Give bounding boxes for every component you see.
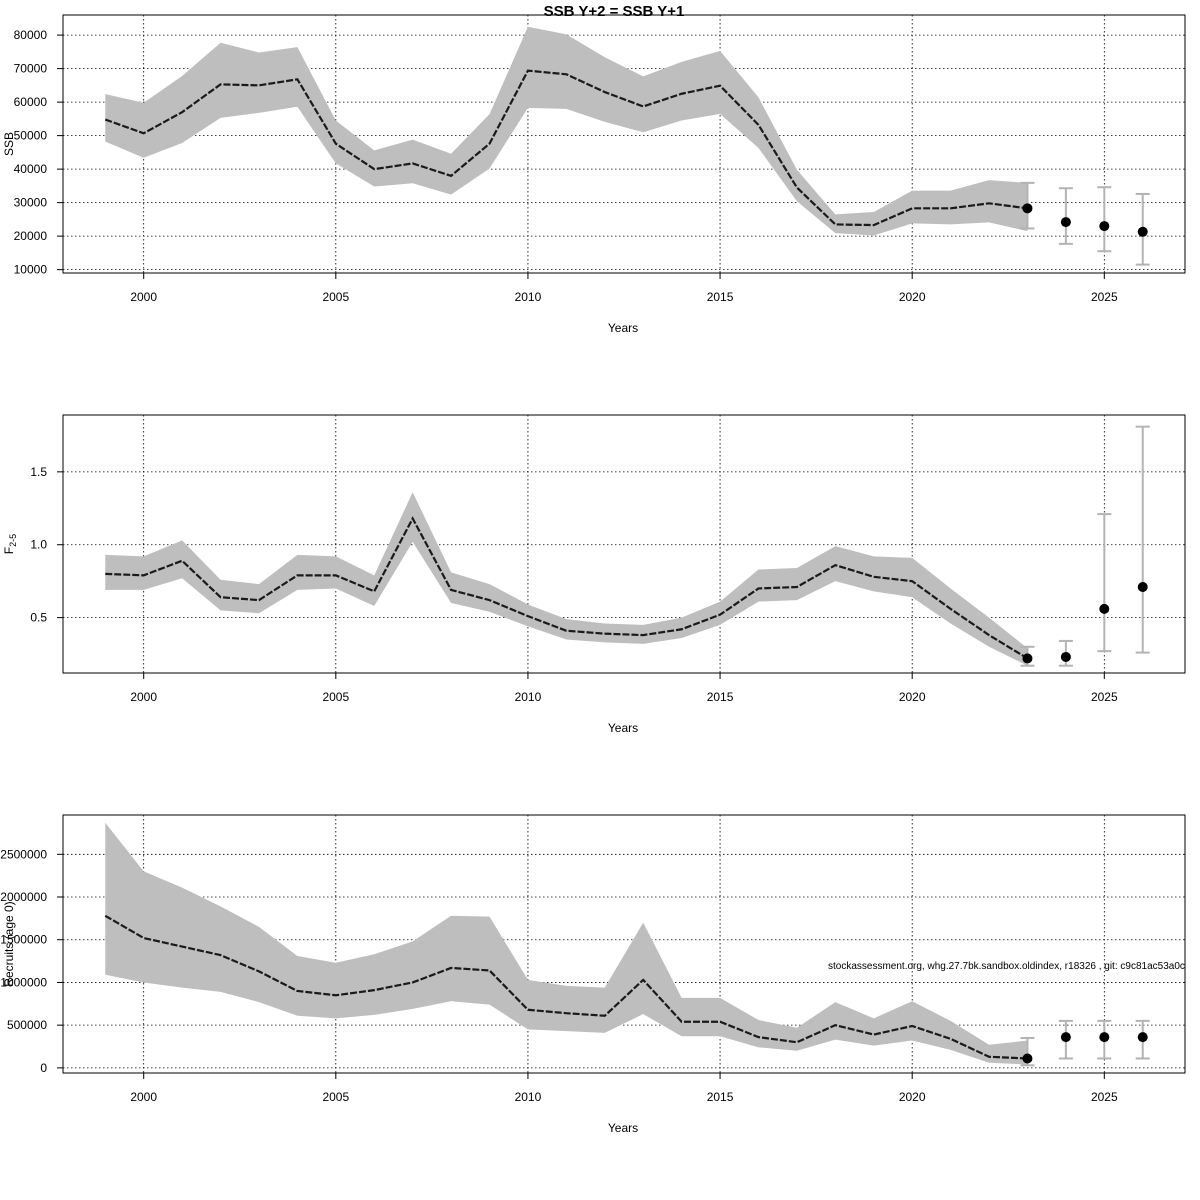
recruits-confidence-band bbox=[105, 822, 1028, 1065]
recruits-y-tick-label: 1000000 bbox=[0, 975, 47, 989]
ssb-plot-frame bbox=[62, 14, 1186, 274]
ssb-x-tick-label: 2000 bbox=[130, 290, 157, 304]
ssb-x-tick-label: 2015 bbox=[707, 290, 734, 304]
recruits-y-tick-label: 500000 bbox=[7, 1018, 47, 1032]
ssb-x-axis-label: Years bbox=[608, 321, 638, 335]
f-x-tick-label: 2025 bbox=[1091, 690, 1118, 704]
f-y-axis-label-subscript: 2-5 bbox=[8, 534, 18, 547]
recruits-x-tick-label: 2025 bbox=[1091, 1090, 1118, 1104]
ssb-forecast-errorbar bbox=[1097, 186, 1112, 253]
recruits-x-tick-label: 2000 bbox=[130, 1090, 157, 1104]
ssb-forecast-point bbox=[1137, 226, 1148, 237]
ssb-x-tick-label: 2010 bbox=[515, 290, 542, 304]
recruits-forecast-point bbox=[1060, 1032, 1071, 1043]
recruits-x-tick-label: 2020 bbox=[899, 1090, 926, 1104]
chart-title: SSB Y+2 = SSB Y+1 bbox=[544, 3, 685, 20]
f-x-tick-label: 2010 bbox=[515, 690, 542, 704]
ssb-y-axis-label: SSB bbox=[2, 132, 16, 156]
f-y-tick-label: 0.5 bbox=[30, 611, 47, 625]
ssb-y-tick-label: 80000 bbox=[14, 28, 48, 42]
f-x-axis-label: Years bbox=[608, 721, 638, 735]
ssb-confidence-band bbox=[105, 26, 1028, 236]
ssb-y-tick-label: 60000 bbox=[14, 95, 48, 109]
ssb-y-tick-label: 30000 bbox=[14, 196, 48, 210]
ssb-x-tick-label: 2005 bbox=[322, 290, 349, 304]
recruits-y-axis-label: Recruits (age 0) bbox=[2, 901, 16, 986]
f-y-axis-label: F2-5 bbox=[2, 534, 18, 554]
recruits-forecast-point bbox=[1099, 1032, 1110, 1043]
recruits-y-tick-label: 2000000 bbox=[0, 890, 47, 904]
ssb-forecast-point bbox=[1022, 203, 1033, 214]
recruits-x-tick-label: 2015 bbox=[707, 1090, 734, 1104]
ssb-forecast-errorbar bbox=[1058, 187, 1073, 245]
ssb-y-tick-label: 40000 bbox=[14, 162, 48, 176]
ssb-forecast-point bbox=[1099, 221, 1110, 232]
footnote: stockassessment.org, whg.27.7bk.sandbox.… bbox=[828, 961, 1185, 972]
f-x-tick-label: 2000 bbox=[130, 690, 157, 704]
ssb-x-tick-label: 2025 bbox=[1091, 290, 1118, 304]
ssb-y-tick-label: 50000 bbox=[14, 129, 48, 143]
recruits-estimate-line bbox=[104, 914, 1028, 1060]
f-forecast-errorbar bbox=[1097, 513, 1112, 653]
recruits-forecast-point bbox=[1137, 1032, 1148, 1043]
recruits-x-axis-label: Years bbox=[608, 1121, 638, 1135]
f-estimate-line bbox=[105, 516, 1029, 660]
panel-ssb: 2000 2005 2010 2015 2020 2025 10000 20000 30000 4… bbox=[2, 14, 1186, 335]
ssb-y-tick-label: 20000 bbox=[14, 229, 48, 243]
f-plot-frame bbox=[62, 414, 1186, 674]
recruits-forecast-point bbox=[1022, 1053, 1033, 1064]
panel-recruitment: 2000 2005 2010 2015 2020 2025 0 500000 1000000 15… bbox=[0, 814, 1186, 1135]
f-y-tick-label: 1.5 bbox=[30, 465, 47, 479]
recruits-x-tick-label: 2005 bbox=[322, 1090, 349, 1104]
f-x-tick-label: 2005 bbox=[322, 690, 349, 704]
panel-fishing-mortality: 2000 2005 2010 2015 2020 2025 0.5 1.0 1.5 Years F2… bbox=[2, 414, 1186, 735]
recruits-plot-frame bbox=[62, 814, 1186, 1074]
ssb-x-tick-label: 2020 bbox=[899, 290, 926, 304]
f-y-tick-label: 1.0 bbox=[30, 538, 47, 552]
f-forecast-errorbar bbox=[1135, 425, 1150, 654]
f-x-tick-label: 2015 bbox=[707, 690, 734, 704]
f-forecast-point bbox=[1099, 603, 1110, 614]
ssb-forecast-point bbox=[1060, 217, 1071, 228]
recruits-x-tick-label: 2010 bbox=[515, 1090, 542, 1104]
f-x-tick-label: 2020 bbox=[899, 690, 926, 704]
ssb-y-tick-label: 70000 bbox=[14, 62, 48, 76]
f-forecast-point bbox=[1022, 653, 1033, 664]
f-forecast-point bbox=[1060, 651, 1071, 662]
ssb-y-tick-label: 10000 bbox=[14, 263, 48, 277]
recruits-y-tick-label: 1500000 bbox=[0, 933, 47, 947]
ssb-estimate-line bbox=[104, 69, 1028, 227]
recruits-y-tick-label: 2500000 bbox=[0, 847, 47, 861]
recruits-y-tick-label: 0 bbox=[40, 1061, 47, 1075]
f-forecast-point bbox=[1137, 582, 1148, 592]
